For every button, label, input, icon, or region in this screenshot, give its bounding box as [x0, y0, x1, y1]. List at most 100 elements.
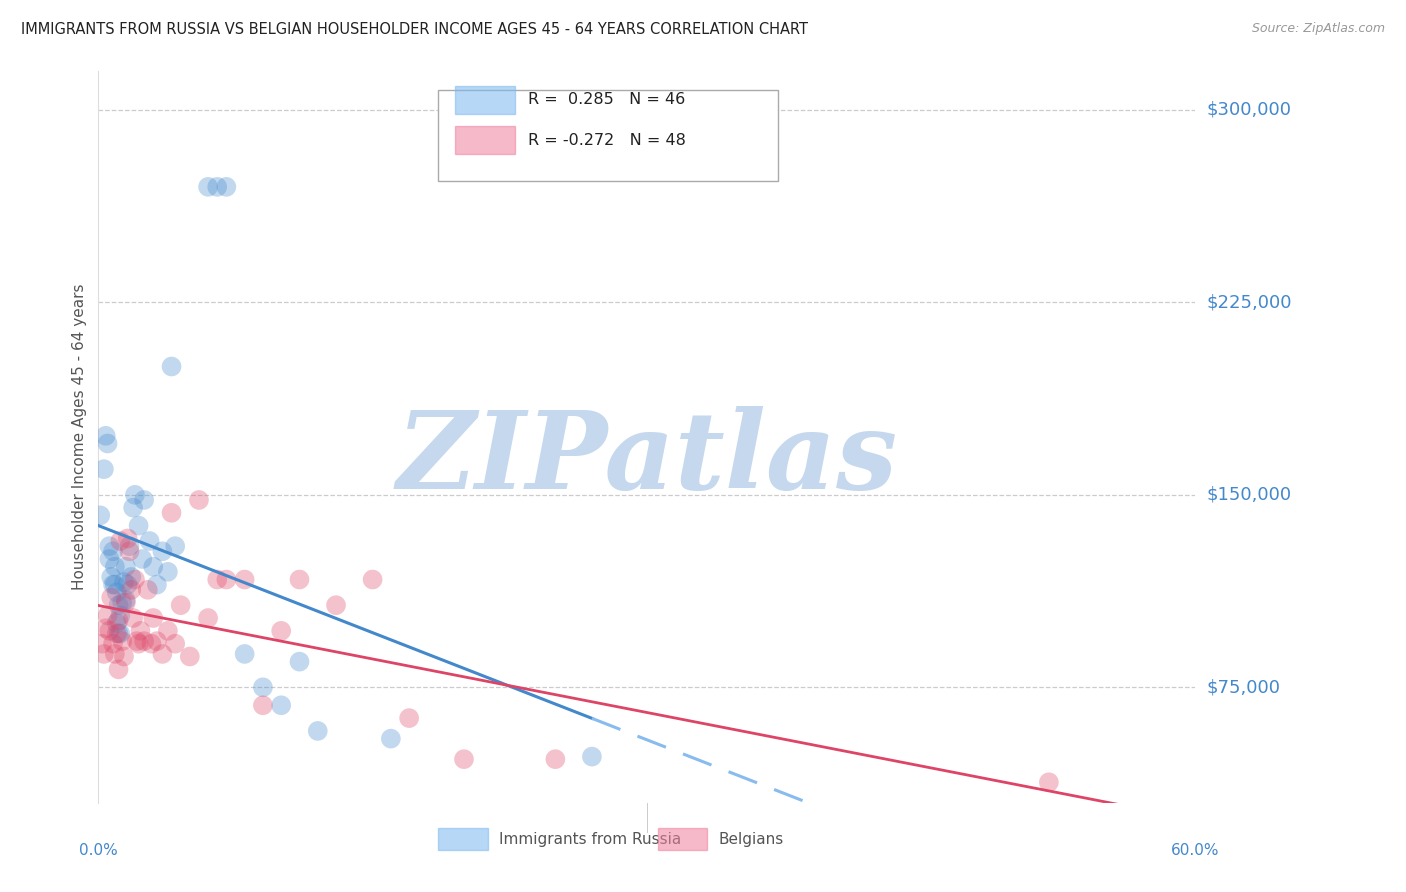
- Point: [124, 488, 146, 502]
- Point: [156, 565, 179, 579]
- Point: [101, 577, 124, 591]
- Point: [215, 179, 238, 194]
- Point: [115, 593, 138, 607]
- Point: [165, 539, 187, 553]
- Point: [160, 506, 183, 520]
- FancyBboxPatch shape: [439, 90, 779, 181]
- Point: [100, 591, 122, 605]
- Point: [325, 598, 347, 612]
- Point: [105, 626, 128, 640]
- Y-axis label: Householder Income Ages 45 - 64 years: Householder Income Ages 45 - 64 years: [72, 284, 87, 591]
- Text: IMMIGRANTS FROM RUSSIA VS BELGIAN HOUSEHOLDER INCOME AGES 45 - 64 YEARS CORRELAT: IMMIGRANTS FROM RUSSIA VS BELGIAN HOUSEH…: [21, 22, 808, 37]
- Point: [170, 598, 193, 612]
- Point: [453, 752, 475, 766]
- Bar: [439, 829, 488, 850]
- Point: [89, 508, 111, 523]
- Point: [104, 559, 127, 574]
- Point: [142, 559, 165, 574]
- Point: [111, 596, 134, 610]
- Point: [252, 681, 274, 695]
- Point: [233, 573, 256, 587]
- Point: [252, 698, 274, 713]
- Point: [115, 559, 138, 574]
- Point: [110, 626, 132, 640]
- Point: [122, 500, 145, 515]
- Point: [93, 647, 115, 661]
- Point: [197, 179, 219, 194]
- Point: [107, 598, 129, 612]
- Point: [1038, 775, 1060, 789]
- Point: [188, 492, 211, 507]
- Point: [398, 711, 420, 725]
- Point: [132, 634, 156, 648]
- Text: R = -0.272   N = 48: R = -0.272 N = 48: [529, 133, 686, 147]
- Point: [288, 573, 311, 587]
- Point: [104, 647, 127, 661]
- Text: $75,000: $75,000: [1206, 678, 1281, 697]
- Point: [160, 359, 183, 374]
- Point: [110, 608, 132, 623]
- Point: [93, 462, 115, 476]
- Point: [117, 577, 139, 591]
- Point: [361, 573, 384, 587]
- Point: [132, 492, 156, 507]
- Point: [100, 570, 122, 584]
- Text: ZIPatlas: ZIPatlas: [396, 406, 897, 512]
- Point: [152, 647, 174, 661]
- Point: [307, 723, 329, 738]
- Point: [128, 637, 150, 651]
- Text: Belgians: Belgians: [718, 832, 783, 847]
- Point: [105, 616, 128, 631]
- Point: [581, 749, 603, 764]
- Point: [156, 624, 179, 638]
- Point: [270, 698, 292, 713]
- Point: [91, 637, 114, 651]
- Point: [110, 534, 132, 549]
- Point: [128, 518, 150, 533]
- Point: [111, 634, 134, 648]
- Point: [94, 429, 117, 443]
- Text: $300,000: $300,000: [1206, 101, 1291, 119]
- Point: [152, 544, 174, 558]
- Point: [112, 575, 135, 590]
- Point: [101, 544, 124, 558]
- Text: $150,000: $150,000: [1206, 486, 1291, 504]
- Point: [146, 634, 169, 648]
- Point: [101, 637, 124, 651]
- Point: [270, 624, 292, 638]
- Point: [138, 534, 160, 549]
- Point: [136, 582, 159, 597]
- Text: 60.0%: 60.0%: [1171, 843, 1219, 858]
- Point: [98, 552, 121, 566]
- Point: [107, 614, 129, 628]
- Text: $225,000: $225,000: [1206, 293, 1292, 311]
- Point: [131, 552, 153, 566]
- Point: [233, 647, 256, 661]
- Point: [112, 649, 135, 664]
- Point: [129, 624, 152, 638]
- Point: [98, 539, 121, 553]
- Point: [124, 573, 146, 587]
- Point: [380, 731, 402, 746]
- Text: R =  0.285   N = 46: R = 0.285 N = 46: [529, 93, 686, 107]
- Bar: [456, 127, 515, 154]
- Point: [105, 585, 128, 599]
- Point: [120, 582, 142, 597]
- Point: [118, 539, 141, 553]
- Point: [96, 436, 120, 450]
- Point: [141, 637, 163, 651]
- Point: [94, 621, 117, 635]
- Point: [96, 608, 120, 623]
- Text: Immigrants from Russia: Immigrants from Russia: [499, 832, 681, 847]
- Point: [165, 637, 187, 651]
- Bar: [456, 86, 515, 114]
- Bar: [658, 829, 707, 850]
- Point: [544, 752, 567, 766]
- Point: [142, 611, 165, 625]
- Point: [115, 596, 138, 610]
- Point: [117, 532, 139, 546]
- Point: [122, 611, 145, 625]
- Point: [146, 577, 169, 591]
- Point: [118, 544, 141, 558]
- Point: [107, 626, 129, 640]
